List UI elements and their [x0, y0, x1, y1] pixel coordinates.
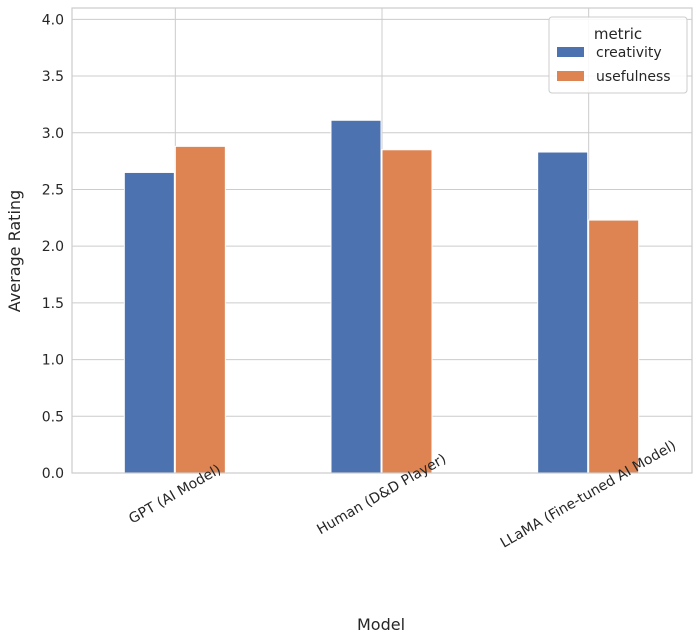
- plot-frame: [71, 7, 693, 474]
- y-tick-label: 0.5: [42, 409, 64, 425]
- y-tick-label: 1.0: [42, 353, 64, 369]
- legend: metric creativity usefulness: [548, 16, 688, 94]
- y-tick-label: 0.0: [42, 466, 64, 482]
- y-tick-label: 3.5: [42, 69, 64, 85]
- legend-swatch-creativity: [557, 47, 584, 57]
- y-tick-label: 2.0: [42, 239, 64, 255]
- y-tick-label: 2.5: [42, 182, 64, 198]
- bar-usefulness: [588, 219, 640, 474]
- bars: [123, 119, 640, 474]
- bar-creativity: [330, 119, 382, 474]
- y-tick-label: 4.0: [42, 12, 64, 28]
- legend-label-usefulness: usefulness: [596, 69, 671, 85]
- legend-swatch-usefulness: [557, 71, 584, 81]
- y-tick-label: 3.0: [42, 126, 64, 142]
- legend-title: metric: [594, 25, 642, 43]
- x-axis-title: Model: [357, 615, 405, 634]
- bar-creativity: [123, 171, 175, 474]
- bar-usefulness: [174, 145, 226, 474]
- y-axis-title: Average Rating: [5, 190, 24, 312]
- legend-label-creativity: creativity: [596, 45, 662, 61]
- bar-creativity: [537, 151, 589, 474]
- y-tick-label: 1.5: [42, 296, 64, 312]
- y-tick-labels: 0.0 0.5 1.0 1.5 2.0 2.5 3.0 3.5 4.0: [42, 12, 64, 482]
- bar-usefulness: [381, 149, 433, 474]
